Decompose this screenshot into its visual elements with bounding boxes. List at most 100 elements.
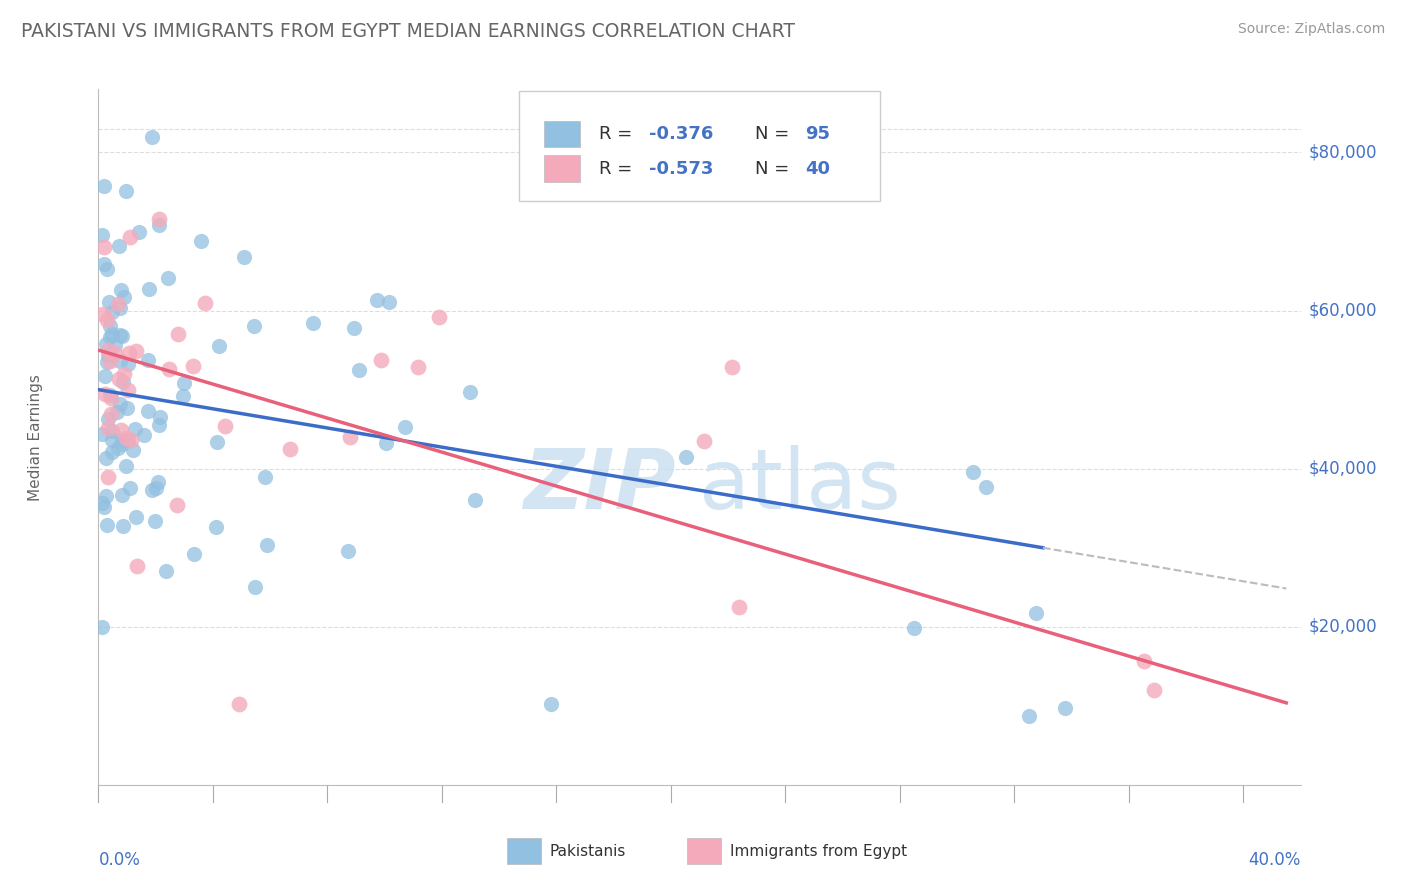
- Point: [112, 375, 135, 389]
- Point: [118, 230, 141, 244]
- Point: [378, 295, 401, 310]
- Text: atlas: atlas: [699, 445, 901, 526]
- Point: [138, 353, 160, 368]
- Point: [253, 469, 276, 483]
- Point: [1025, 606, 1047, 620]
- Point: [93, 369, 115, 384]
- Point: [183, 547, 205, 561]
- Point: [127, 558, 149, 573]
- Point: [464, 493, 486, 508]
- Point: [159, 361, 181, 376]
- Text: R =: R =: [599, 125, 637, 143]
- Point: [675, 450, 697, 464]
- Point: [974, 480, 997, 494]
- Point: [339, 430, 361, 444]
- Point: [117, 433, 139, 447]
- Bar: [544, 120, 581, 147]
- Point: [107, 441, 129, 455]
- Point: [301, 316, 323, 330]
- Point: [193, 296, 215, 310]
- Point: [101, 305, 124, 319]
- Point: [336, 543, 359, 558]
- Point: [366, 293, 388, 307]
- Text: ZIP: ZIP: [523, 445, 675, 526]
- Text: Source: ZipAtlas.com: Source: ZipAtlas.com: [1237, 22, 1385, 37]
- Point: [97, 412, 120, 426]
- Point: [148, 211, 170, 226]
- Point: [117, 383, 139, 397]
- Point: [108, 301, 131, 315]
- Point: [155, 564, 177, 578]
- Point: [96, 313, 118, 327]
- Point: [100, 445, 122, 459]
- Point: [134, 427, 156, 442]
- Point: [91, 227, 114, 242]
- Point: [278, 442, 301, 456]
- Point: [108, 396, 131, 410]
- Point: [172, 389, 194, 403]
- Text: N =: N =: [755, 125, 794, 143]
- Text: R =: R =: [599, 160, 637, 178]
- Point: [98, 354, 121, 368]
- Point: [90, 496, 112, 510]
- Point: [100, 391, 122, 405]
- Point: [104, 338, 127, 352]
- Point: [111, 519, 134, 533]
- Point: [111, 329, 134, 343]
- Point: [728, 600, 751, 615]
- Point: [208, 339, 231, 353]
- Point: [97, 470, 120, 484]
- Point: [256, 538, 278, 552]
- Text: 95: 95: [806, 125, 831, 143]
- Point: [173, 376, 195, 391]
- Point: [115, 401, 138, 416]
- Point: [374, 436, 396, 450]
- Point: [1133, 654, 1156, 668]
- Text: Median Earnings: Median Earnings: [28, 374, 44, 500]
- Point: [107, 297, 129, 311]
- Point: [962, 465, 984, 479]
- Point: [108, 239, 131, 253]
- Point: [1018, 708, 1040, 723]
- Point: [141, 129, 163, 144]
- Point: [343, 320, 366, 334]
- Point: [1143, 683, 1166, 698]
- Point: [228, 697, 250, 711]
- Point: [97, 348, 120, 362]
- Point: [124, 421, 146, 435]
- Point: [93, 240, 115, 254]
- Point: [93, 178, 115, 193]
- Point: [91, 427, 114, 442]
- FancyBboxPatch shape: [519, 91, 880, 201]
- Point: [118, 346, 141, 360]
- Point: [693, 434, 716, 449]
- Text: $20,000: $20,000: [1309, 618, 1378, 636]
- Text: -0.376: -0.376: [650, 125, 713, 143]
- Point: [96, 451, 118, 466]
- Point: [120, 433, 142, 447]
- Point: [94, 489, 117, 503]
- Point: [243, 580, 266, 594]
- Text: 40.0%: 40.0%: [1249, 851, 1301, 869]
- Point: [136, 404, 159, 418]
- Point: [108, 372, 131, 386]
- Point: [145, 481, 167, 495]
- Point: [243, 318, 266, 333]
- Point: [96, 261, 118, 276]
- Point: [101, 433, 124, 447]
- Point: [98, 388, 121, 402]
- Point: [233, 250, 256, 264]
- Point: [138, 282, 160, 296]
- Point: [108, 353, 131, 368]
- Point: [96, 518, 118, 533]
- Point: [100, 407, 122, 421]
- Bar: [544, 155, 581, 182]
- Point: [118, 481, 141, 495]
- Point: [720, 359, 742, 374]
- Point: [190, 235, 212, 249]
- Point: [97, 343, 120, 357]
- Point: [110, 423, 132, 437]
- Point: [121, 443, 143, 458]
- Bar: [508, 838, 541, 864]
- Point: [903, 621, 925, 635]
